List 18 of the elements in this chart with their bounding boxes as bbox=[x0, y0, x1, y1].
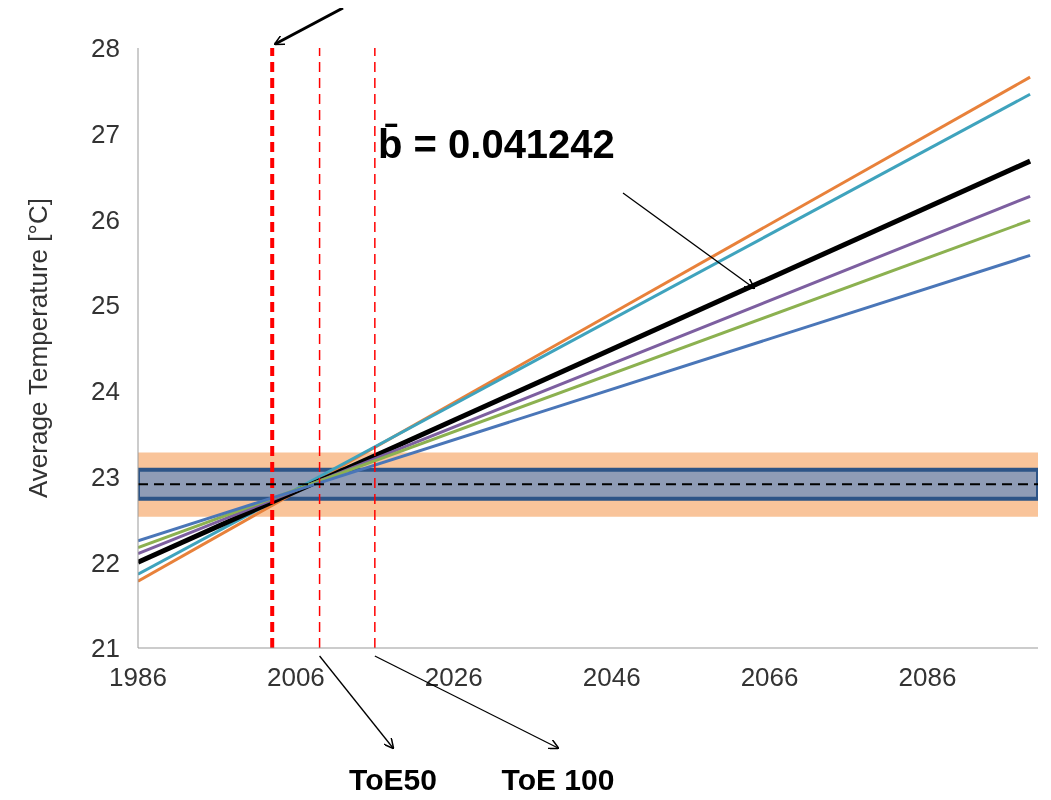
y-tick-label: 25 bbox=[91, 290, 120, 321]
y-tick-label: 22 bbox=[91, 547, 120, 578]
y-tick-label: 26 bbox=[91, 204, 120, 235]
y-tick-label: 23 bbox=[91, 461, 120, 492]
annotation: b̄ = 0.041242 bbox=[378, 122, 615, 166]
y-axis-title: Average Temperature [°C] bbox=[23, 198, 54, 498]
x-tick-label: 2066 bbox=[740, 662, 799, 693]
x-tick-label: 2006 bbox=[266, 662, 325, 693]
x-tick-label: 1986 bbox=[109, 662, 167, 693]
y-tick-label: 28 bbox=[91, 33, 120, 64]
x-tick-label: 2026 bbox=[424, 662, 483, 693]
ref-line-label: ToE 100 bbox=[501, 763, 615, 796]
ref-line-label: ToE50 bbox=[349, 763, 437, 796]
x-tick-label: 2086 bbox=[898, 662, 957, 693]
x-tick-label: 2046 bbox=[582, 662, 641, 693]
y-tick-label: 27 bbox=[91, 118, 120, 149]
y-tick-label: 24 bbox=[91, 376, 120, 407]
y-tick-label: 21 bbox=[91, 633, 120, 664]
